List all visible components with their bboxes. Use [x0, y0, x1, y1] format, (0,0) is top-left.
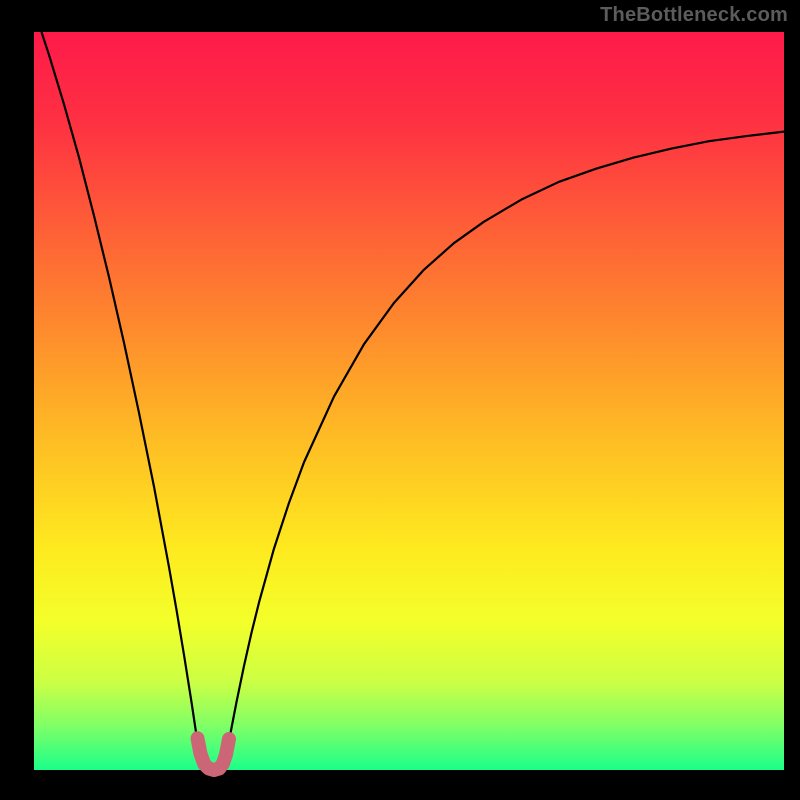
chart-svg	[0, 0, 800, 800]
watermark-text: TheBottleneck.com	[600, 4, 788, 27]
plot-background	[34, 32, 784, 770]
chart-stage: TheBottleneck.com	[0, 0, 800, 800]
